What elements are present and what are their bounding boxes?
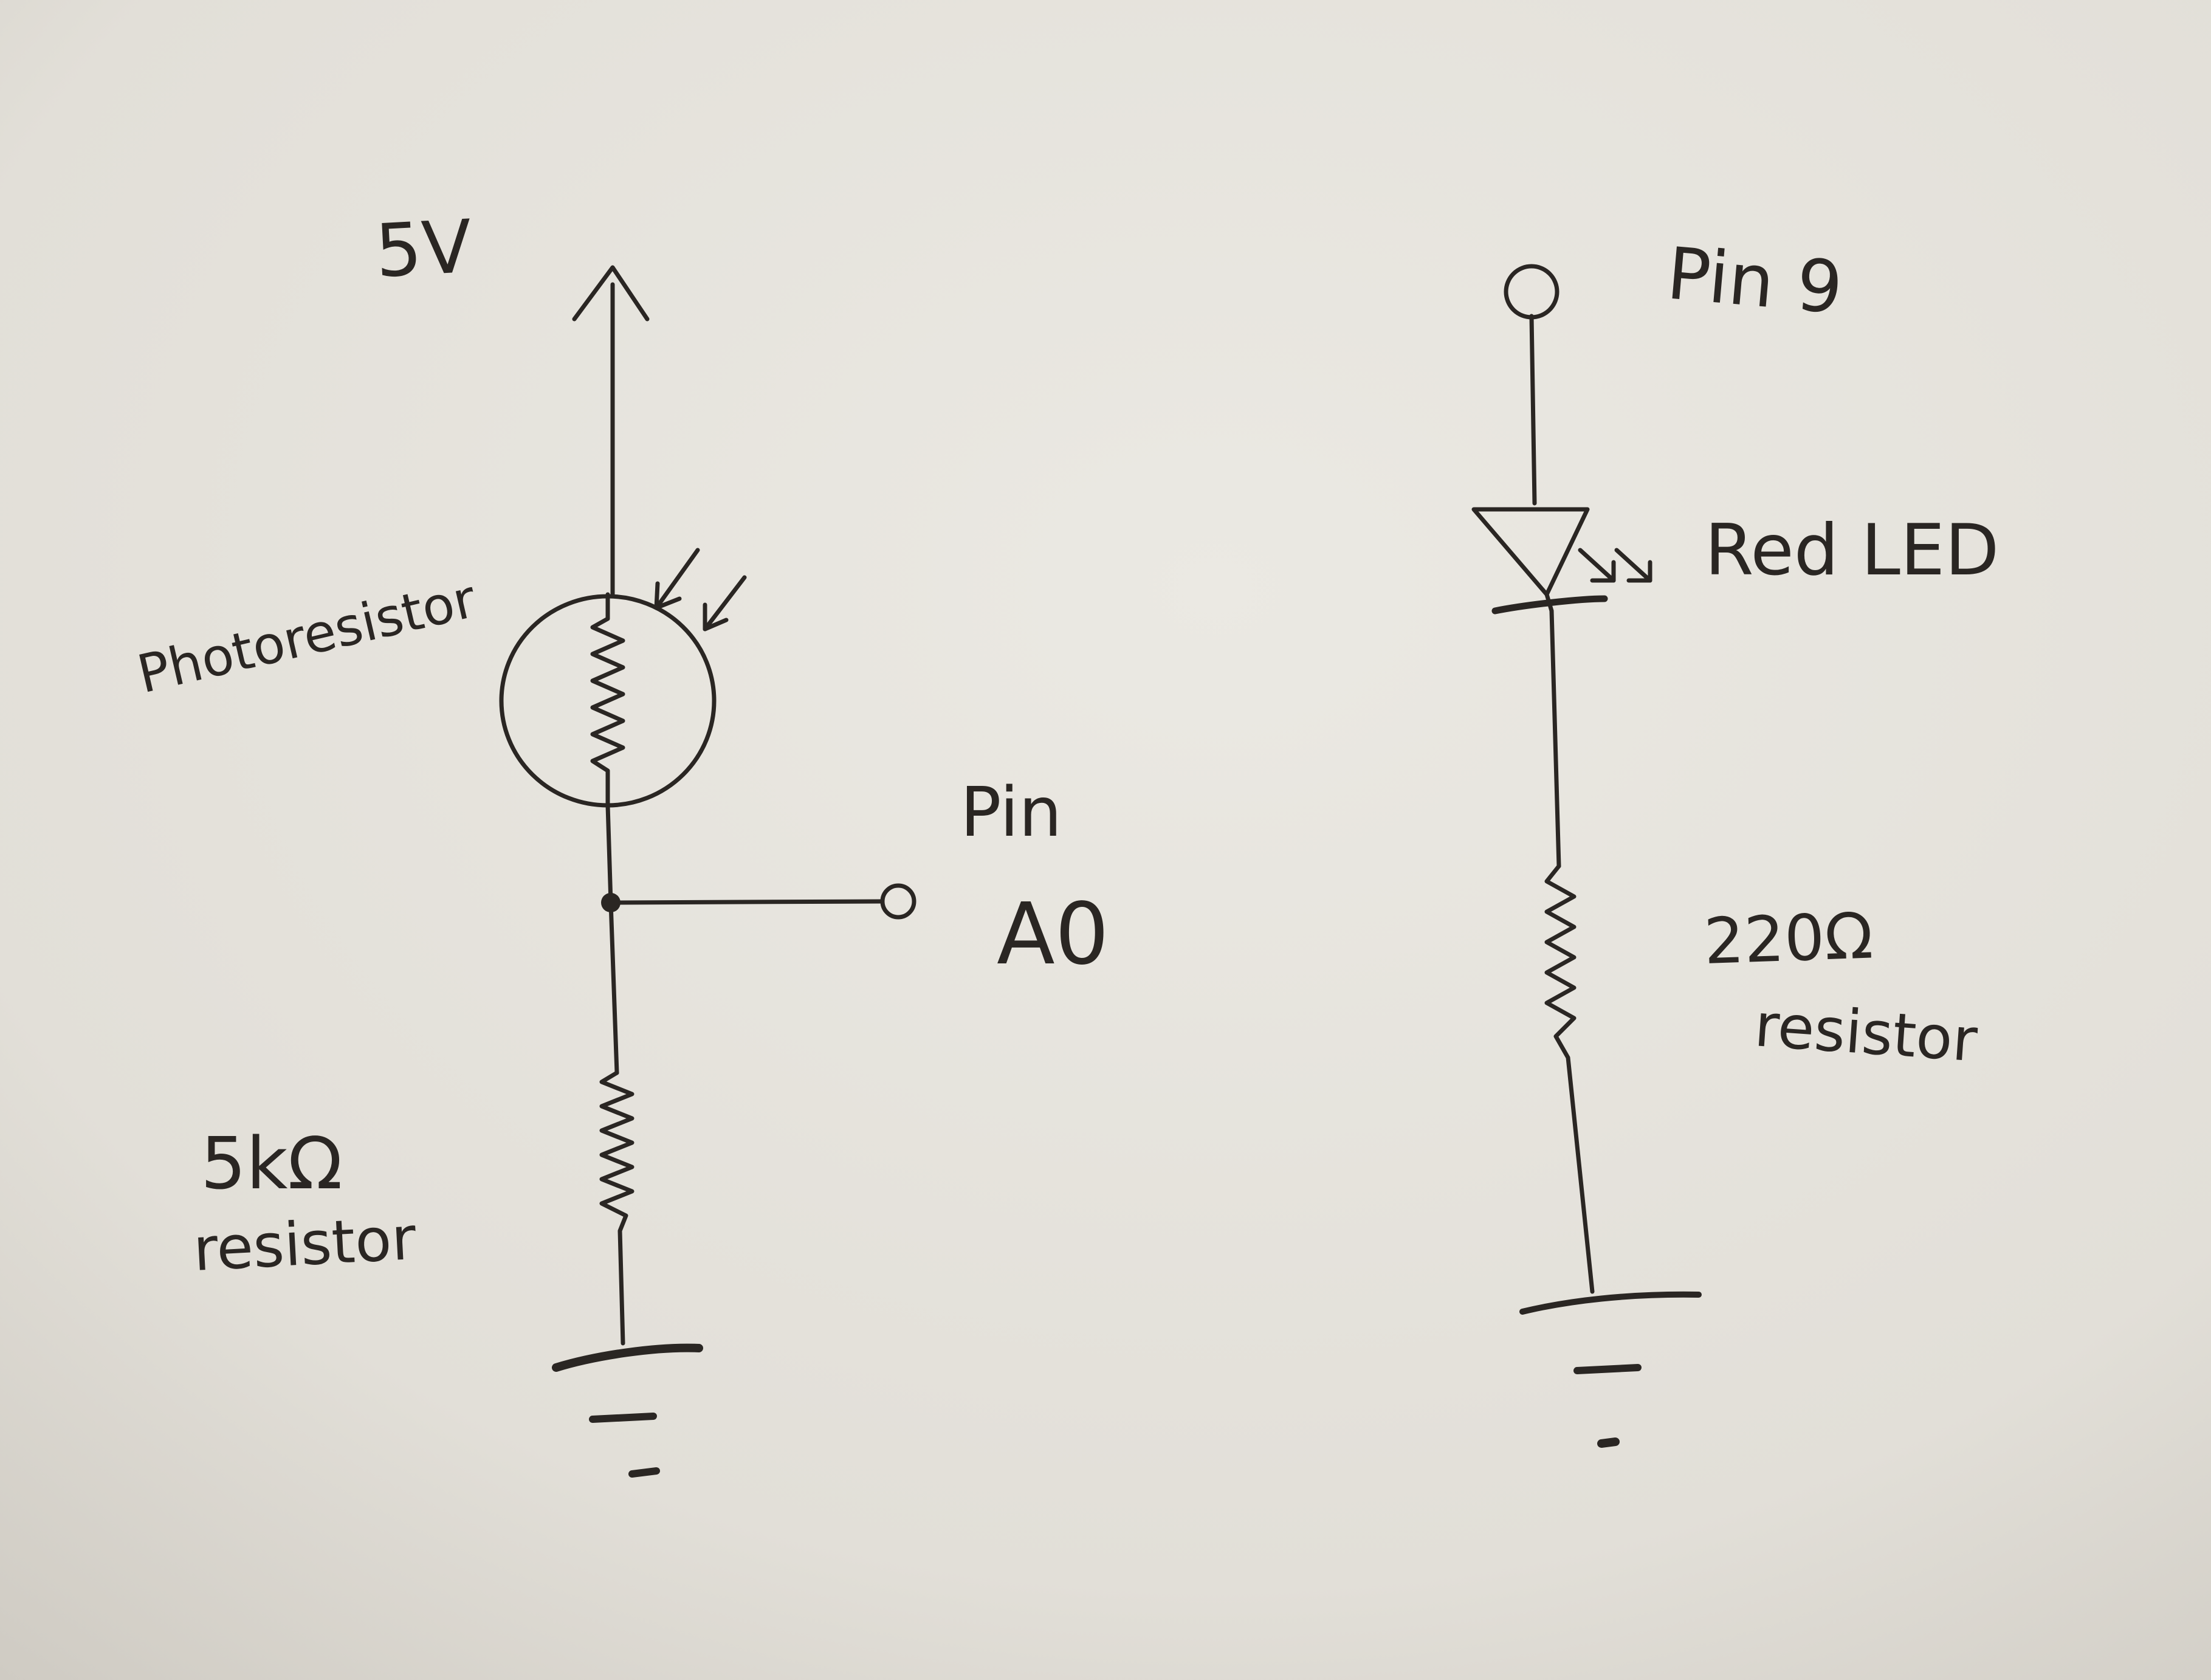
ground-right-icon xyxy=(1519,1291,1702,1448)
pin-a0-wire xyxy=(608,883,916,920)
resistor-220-symbol xyxy=(1544,864,1595,1294)
led-label: Red LED xyxy=(1705,509,2000,591)
supply-label: 5V xyxy=(373,205,473,294)
resistor-220-label: resistor xyxy=(1752,991,1979,1075)
ground-left-icon xyxy=(552,1343,703,1478)
light-arrows-icon xyxy=(654,548,747,632)
divider-wire xyxy=(605,803,619,1075)
led-symbol xyxy=(1471,507,1608,615)
led-wire xyxy=(1549,608,1561,869)
resistor-5k-value-label: 5kΩ xyxy=(201,1121,343,1205)
pin9-terminal xyxy=(1504,264,1559,506)
pin-a0-name: A0 xyxy=(997,885,1109,984)
resistor-220-value-label: 220Ω xyxy=(1703,898,1874,979)
supply-arrow xyxy=(572,265,650,597)
led-light-arrows-icon xyxy=(1578,548,1652,583)
resistor-5k-symbol xyxy=(599,1070,634,1346)
pin9-label: Pin 9 xyxy=(1664,231,1846,330)
resistor-5k-label: resistor xyxy=(191,1204,418,1285)
pin-a0-label: Pin xyxy=(960,773,1062,852)
